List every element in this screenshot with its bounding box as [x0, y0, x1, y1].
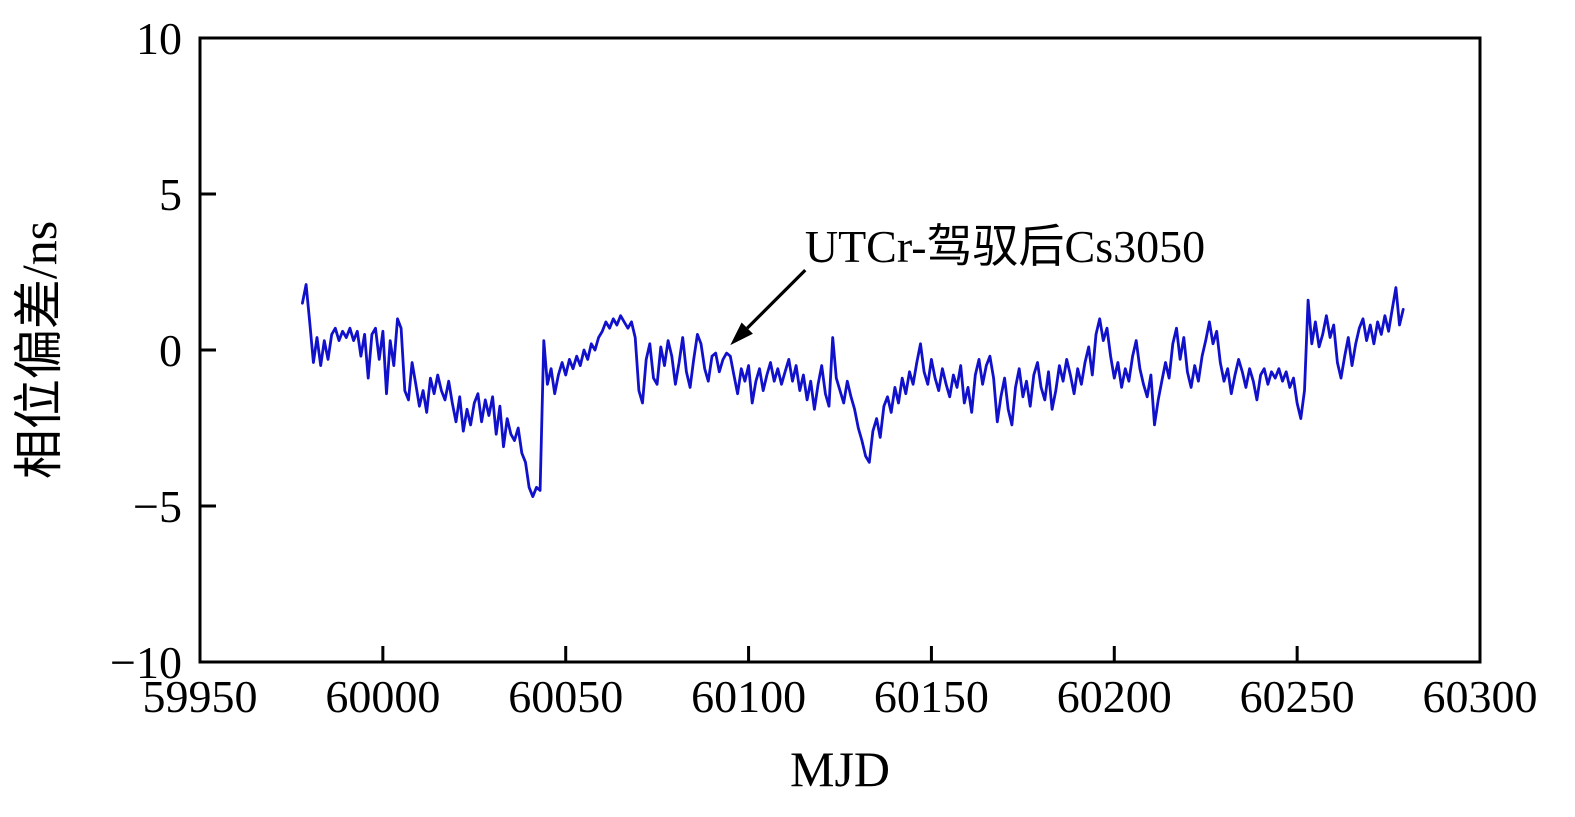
y-tick-label: 5 — [159, 169, 182, 220]
phase-deviation-line — [301, 283, 1405, 498]
x-tick-label: 60000 — [325, 671, 440, 722]
y-tick-label: −5 — [133, 481, 182, 532]
x-tick-label: 60300 — [1423, 671, 1538, 722]
axis-ticks: 59950 60000 60050 60100 60150 60200 60250 60300… — [110, 13, 1537, 722]
x-tick-label: 60200 — [1057, 671, 1172, 722]
x-tick-label: 59950 — [143, 671, 258, 722]
x-tick-label: 60250 — [1240, 671, 1355, 722]
x-tick-label: 60050 — [508, 671, 623, 722]
y-tick-label: −10 — [110, 637, 182, 688]
annotation-layer — [730, 268, 807, 346]
y-tick-label: 0 — [159, 325, 182, 376]
x-axis-label: MJD — [790, 741, 890, 797]
x-tick-label: 60100 — [691, 671, 806, 722]
y-axis-label: 相位偏差/ns — [11, 221, 67, 479]
y-tick-label: 10 — [136, 13, 182, 64]
annotation-arrowhead — [730, 322, 753, 346]
x-tick-label: 60150 — [874, 671, 989, 722]
annotation-text: UTCr-驾驭后Cs3050 — [805, 221, 1205, 272]
data-series-layer — [301, 283, 1405, 498]
annotation-arrow-line — [746, 268, 807, 330]
